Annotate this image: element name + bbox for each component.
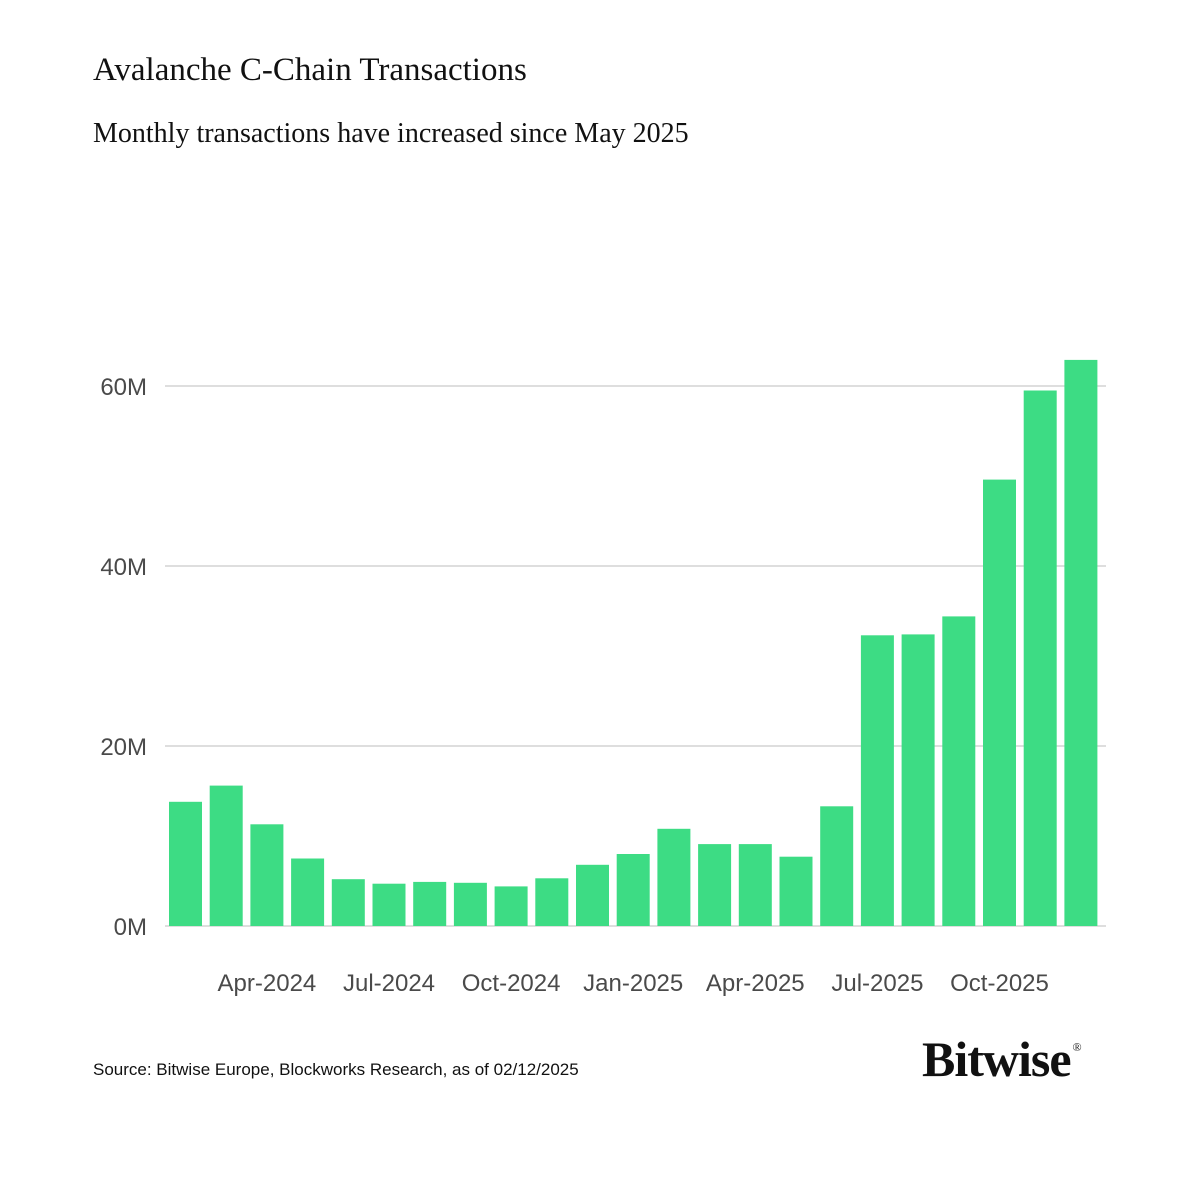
bar-Dec-2025 bbox=[1064, 359, 1098, 926]
bar-Apr-2024 bbox=[250, 824, 284, 926]
bitwise-logo: Bitwise ® bbox=[922, 1030, 1082, 1088]
bar-chart: 0M 20M 40M 60M Apr-2024 Jul-2024 Oct-2024 Jan-… bbox=[100, 359, 1106, 997]
source-note: Source: Bitwise Europe, Blockworks Resea… bbox=[93, 1060, 579, 1079]
y-tick-label: 0M bbox=[114, 914, 147, 941]
bar-Dec-2024 bbox=[576, 864, 609, 926]
x-tick-label: Jul-2024 bbox=[343, 970, 435, 997]
bars bbox=[169, 359, 1098, 926]
registered-mark: ® bbox=[1072, 1040, 1082, 1054]
bar-Sep-2025 bbox=[942, 616, 976, 926]
x-axis-ticks: Apr-2024 Jul-2024 Oct-2024 Jan-2025 Apr-2025… bbox=[218, 970, 1049, 997]
bar-Aug-2025 bbox=[901, 634, 935, 926]
bar-Oct-2024 bbox=[494, 886, 528, 926]
bar-Nov-2024 bbox=[535, 878, 569, 926]
bar-Mar-2025 bbox=[698, 844, 732, 926]
x-tick-label: Jul-2025 bbox=[831, 970, 923, 997]
x-tick-label: Jan-2025 bbox=[583, 970, 683, 997]
x-tick-label: Apr-2024 bbox=[218, 970, 317, 997]
bar-Sep-2024 bbox=[453, 882, 487, 926]
x-tick-label: Oct-2025 bbox=[950, 970, 1049, 997]
bar-Jul-2024 bbox=[372, 883, 406, 926]
y-axis-ticks: 0M 20M 40M 60M bbox=[100, 374, 147, 941]
bar-Jul-2025 bbox=[860, 635, 894, 926]
chart-subtitle: Monthly transactions have increased sinc… bbox=[93, 118, 689, 149]
logo-text: Bitwise bbox=[922, 1031, 1072, 1087]
bar-Mar-2024 bbox=[209, 785, 243, 926]
bar-Apr-2025 bbox=[738, 844, 772, 926]
bar-Jan-2025 bbox=[616, 854, 650, 926]
y-tick-label: 60M bbox=[100, 374, 147, 401]
y-tick-label: 20M bbox=[100, 734, 147, 761]
bar-Oct-2025 bbox=[983, 479, 1016, 926]
bar-Feb-2025 bbox=[657, 828, 691, 926]
bar-Aug-2024 bbox=[413, 881, 447, 926]
bar-Jun-2024 bbox=[331, 879, 365, 926]
x-tick-label: Oct-2024 bbox=[462, 970, 561, 997]
bar-May-2024 bbox=[291, 858, 325, 926]
bar-Feb-2024 bbox=[169, 801, 202, 926]
chart-title: Avalanche C-Chain Transactions bbox=[93, 52, 527, 88]
y-tick-label: 40M bbox=[100, 554, 147, 581]
bar-Nov-2025 bbox=[1023, 390, 1057, 926]
bar-Jun-2025 bbox=[820, 806, 854, 926]
bar-May-2025 bbox=[779, 856, 813, 926]
x-tick-label: Apr-2025 bbox=[706, 970, 805, 997]
